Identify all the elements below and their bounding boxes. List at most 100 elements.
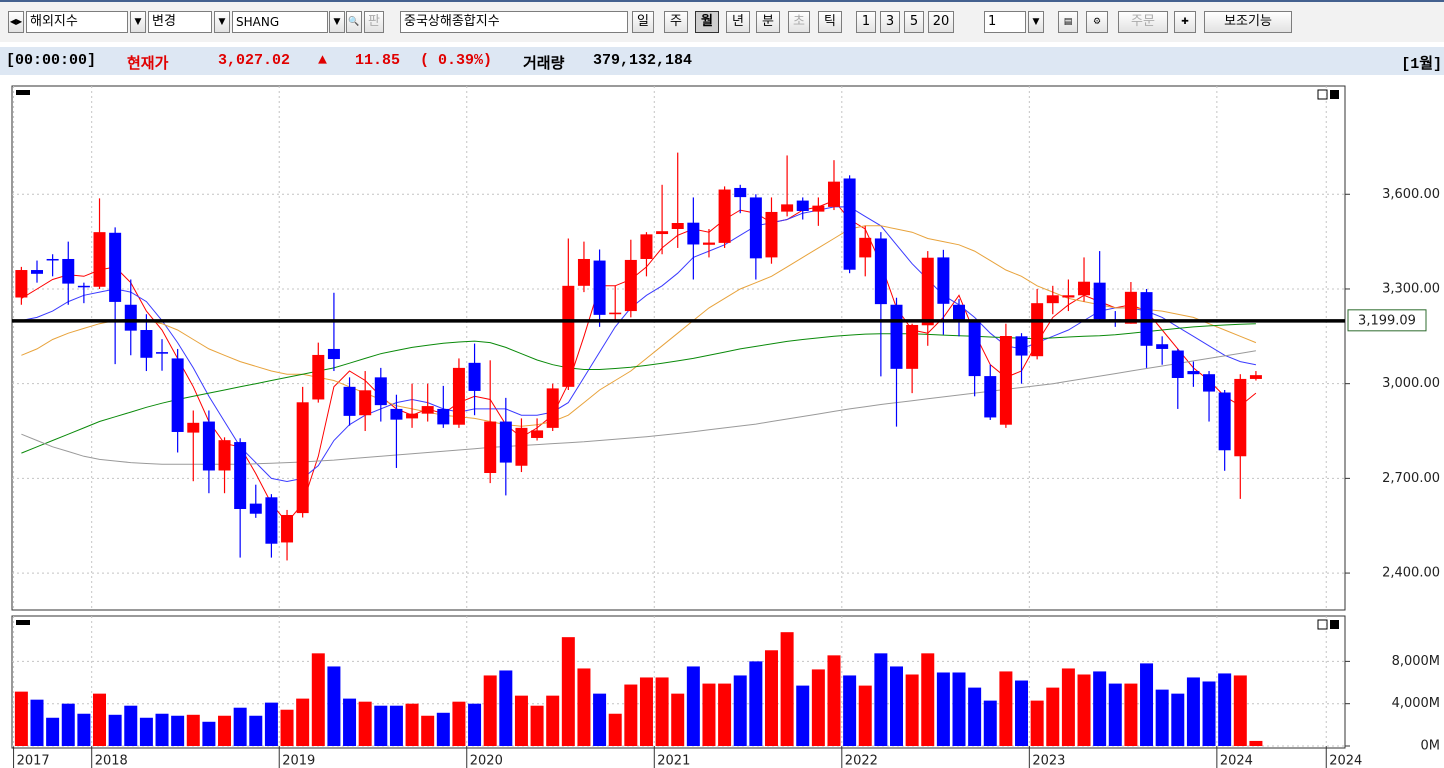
aux-button[interactable]: 보조기능 <box>1204 11 1292 33</box>
volume-bar <box>514 695 528 746</box>
period-button[interactable]: 월 <box>695 11 719 33</box>
x-tick-label: 2018 <box>95 754 128 768</box>
dropdown[interactable]: ▼ <box>329 11 345 33</box>
change-percent: ( 0.39%) <box>420 52 493 69</box>
candle-body <box>31 270 44 274</box>
interval-button[interactable]: 3 <box>880 11 900 33</box>
reference-label: 3,199.09 <box>1358 313 1416 328</box>
pan-button[interactable]: 판 <box>364 11 384 33</box>
volume-bar <box>1249 740 1263 746</box>
period-button[interactable]: 일 <box>632 11 654 33</box>
candle-body <box>577 258 590 286</box>
panel-icon[interactable] <box>1330 90 1339 99</box>
candle-body <box>359 390 372 416</box>
code-input[interactable]: SHANG <box>232 11 328 33</box>
volume-bar <box>1015 680 1029 746</box>
volume-bar <box>546 695 560 746</box>
volume-bar <box>1077 674 1091 746</box>
price-panel <box>11 85 1346 611</box>
volume-bar <box>1186 677 1200 746</box>
dropdown[interactable]: ▼ <box>130 11 146 33</box>
volume-bar <box>968 687 982 746</box>
period-button[interactable]: 초 <box>788 11 810 33</box>
candle-body <box>702 242 715 245</box>
volume-bar <box>702 683 716 746</box>
volume-bar <box>405 703 419 746</box>
market-select[interactable]: 해외지수 <box>26 11 128 33</box>
volume-bar <box>561 637 575 746</box>
period-button[interactable]: 분 <box>756 11 780 33</box>
volume-bar <box>733 675 747 746</box>
panel-marker <box>16 90 30 95</box>
interval-button[interactable]: 20 <box>928 11 954 33</box>
volume-bar <box>202 721 216 746</box>
dropdown[interactable]: ▼ <box>1028 11 1044 33</box>
change-arrow: ▲ <box>318 52 328 69</box>
volume-bar <box>858 685 872 746</box>
volume-bar <box>436 712 450 746</box>
interval-button[interactable]: 1 <box>856 11 876 33</box>
order-button[interactable]: 주문 <box>1118 11 1168 33</box>
volume-bar <box>905 674 919 746</box>
settings-button[interactable]: ⚙ <box>1086 11 1108 33</box>
candle-body <box>749 197 762 259</box>
name-field: 중국상해종합지수 <box>400 11 628 33</box>
candle-body <box>796 200 809 212</box>
volume-bar <box>389 705 403 746</box>
volume-bar <box>139 717 153 746</box>
volume-bar <box>1155 689 1169 746</box>
candle-body <box>593 260 606 315</box>
volume-bar <box>811 669 825 746</box>
volume-bar <box>155 713 169 746</box>
candle-body <box>937 257 950 304</box>
candle-body <box>1062 295 1075 298</box>
volume-bar <box>46 717 60 746</box>
y-tick-label: 0M <box>1421 739 1441 754</box>
candle-body <box>656 231 669 235</box>
change-select[interactable]: 변경 <box>148 11 212 33</box>
volume-bar <box>577 668 591 746</box>
volume-bar <box>421 715 435 746</box>
volume-bar <box>108 714 122 746</box>
nav-button[interactable]: ◀▶ <box>8 11 24 33</box>
interval-button[interactable]: 5 <box>904 11 924 33</box>
volume-bar <box>93 693 107 746</box>
count-input[interactable]: 1 <box>984 11 1026 33</box>
period-button[interactable]: 년 <box>726 11 750 33</box>
volume-bar <box>624 684 638 746</box>
candle-body <box>827 181 840 207</box>
candle-body <box>327 348 340 360</box>
candle-body <box>187 422 200 433</box>
candle-body <box>1031 303 1044 357</box>
candle-body <box>1203 374 1216 392</box>
candle-body <box>546 388 559 428</box>
volume-bar <box>499 670 513 746</box>
candle-body <box>281 514 294 543</box>
dropdown[interactable]: ▼ <box>214 11 230 33</box>
candle-body <box>390 408 403 420</box>
volume-bar <box>186 714 200 746</box>
candle-body <box>890 304 903 369</box>
panel-icon[interactable] <box>1317 619 1328 630</box>
candle-body <box>109 232 122 302</box>
moving-average <box>21 225 1257 427</box>
y-tick-label: 4,000M <box>1392 696 1440 711</box>
move-button[interactable]: ✚ <box>1174 11 1196 33</box>
volume-bar <box>61 703 75 746</box>
panel-icon[interactable] <box>1330 620 1339 629</box>
candle-body <box>406 413 419 419</box>
candle-body <box>296 402 309 514</box>
candle-body <box>1015 336 1028 356</box>
volume-bar <box>608 713 622 746</box>
candle-body <box>1218 392 1231 451</box>
period-button[interactable]: 틱 <box>818 11 842 33</box>
info-bar: [00:00:00] 현재가 3,027.02 ▲ 11.85 ( 0.39%)… <box>0 47 1444 75</box>
save-button[interactable]: ▤ <box>1058 11 1078 33</box>
volume-bar <box>780 632 794 746</box>
panel-icon[interactable] <box>1317 89 1328 100</box>
volume-bar <box>843 675 857 746</box>
search-button[interactable]: 🔍 <box>346 11 362 33</box>
volume-label: 거래량 <box>523 56 565 73</box>
period-button[interactable]: 주 <box>664 11 688 33</box>
candle-body <box>124 304 137 331</box>
